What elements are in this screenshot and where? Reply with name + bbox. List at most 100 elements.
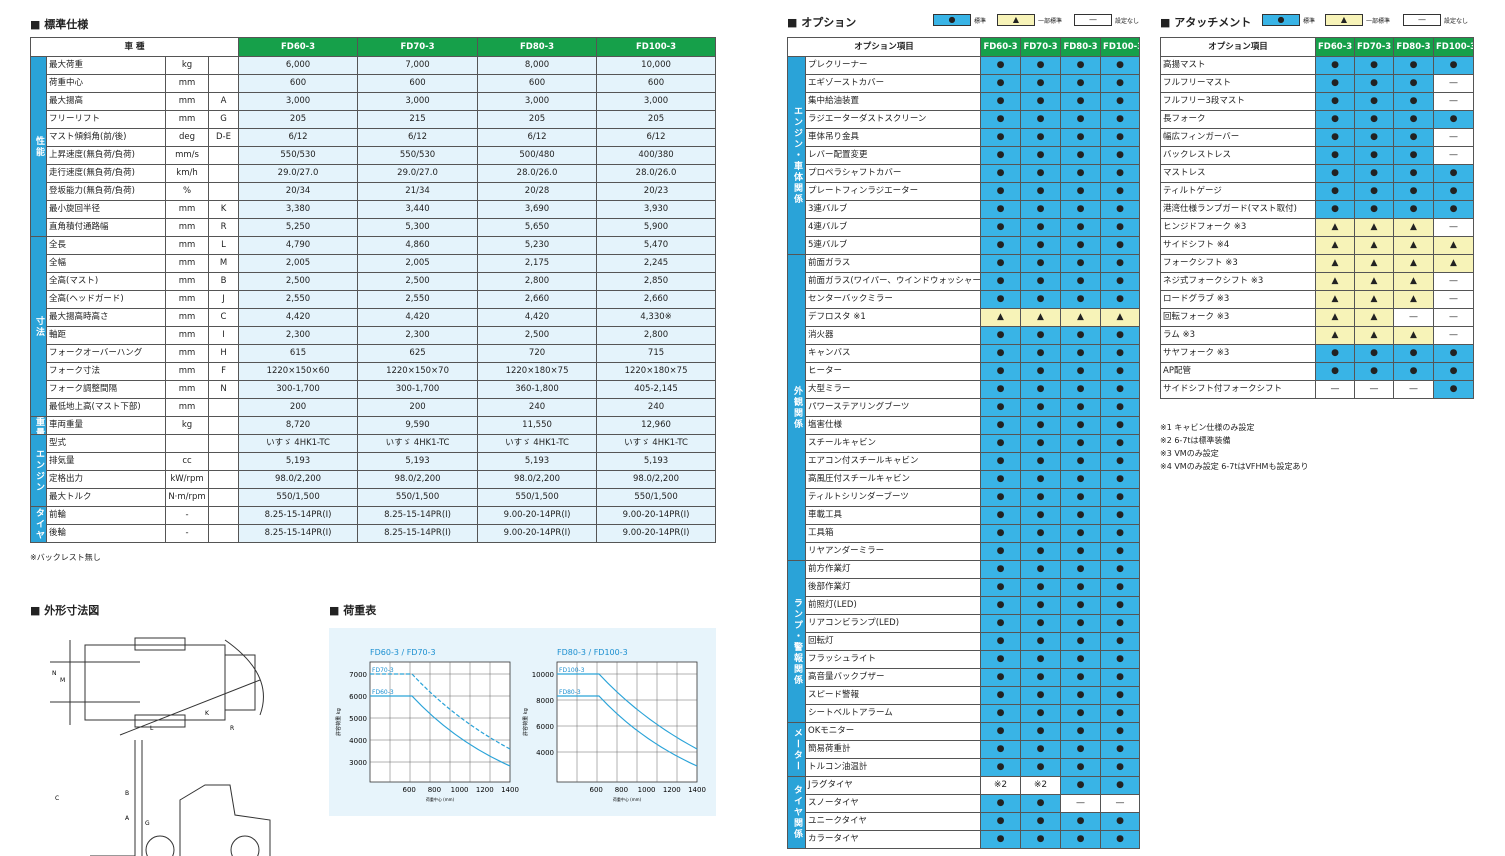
spec-row: 荷重中心 mm 600 600 600 600 [31,74,717,93]
option-mark: ● [1060,254,1102,273]
option-mark: ● [1060,200,1102,219]
option-mark: ● [980,434,1022,453]
option-mark: ● [1100,74,1141,93]
attachment-mark: ● [1315,344,1355,363]
spec-value: 215 [357,110,479,129]
option-mark: ● [980,236,1022,255]
attachment-row: サイドシフト付フォークシフト — — — ● [1160,380,1474,399]
spec-label: F [207,362,240,381]
spec-value: 5,193 [477,452,598,471]
spec-value: 8.25-15-14PR(I) [238,524,359,543]
option-row: 塩害仕様 ● ● ● ● [788,416,1141,435]
attachment-mark: — [1393,380,1434,399]
option-row: メーター OKモニター ● ● ● ● [787,722,1141,777]
x-tick-label: 1400 [501,786,519,794]
option-row: 5連バルブ ● ● ● ● [788,236,1141,255]
load-charts: FD60-3 / FD70-3 7000 6000 5000 4000 3000 600 80… [329,628,716,816]
spec-value: 2,660 [596,290,717,309]
legend-symbol: ● [1262,14,1300,26]
spec-value: 715 [596,344,717,363]
option-mark: ● [1020,200,1062,219]
option-label: ラジエーターダストスクリーン [804,110,982,129]
spec-value: 21/34 [357,182,479,201]
option-mark: ● [980,200,1022,219]
spec-value: 29.0/27.0 [357,164,479,183]
y-tick-label: 4000 [349,737,367,745]
spec-value: 2,175 [477,254,598,273]
spec-label: R [207,218,240,237]
spec-value: 5,193 [596,452,717,471]
spec-label: 直角積付通路幅 [46,218,166,237]
attachment-label: ヒンジドフォーク ※3 [1160,218,1316,237]
spec-label: C [207,308,240,327]
option-label: プレクリーナー [804,56,982,75]
spec-label [207,434,240,453]
spec-label: マスト傾斜角(前/後) [46,128,166,147]
option-row: スノータイヤ ● ● — — [788,794,1141,813]
option-row: レバー配置変更 ● ● ● ● [788,146,1141,165]
x-tick-label: 1000 [638,786,656,794]
option-mark: ● [1020,146,1062,165]
spec-row: 最大トルク N·m/rpm 550/1,500 550/1,500 550/1,500 5… [31,488,717,507]
option-label: 前照灯(LED) [804,596,982,615]
option-mark: ● [1060,596,1102,615]
attachment-mark: ● [1354,74,1394,93]
option-mark: ● [1020,668,1062,687]
spec-label [207,56,240,75]
attachment-mark: ● [1315,110,1355,129]
spec-value: 29.0/27.0 [238,164,359,183]
option-mark: ● [1100,200,1141,219]
option-mark: ● [1020,56,1062,75]
spec-label: フリーリフト [46,110,166,129]
option-label: 5連バルブ [804,236,982,255]
option-mark: ● [980,596,1022,615]
attachment-mark: ▲ [1393,326,1434,345]
option-mark: ● [1060,182,1102,201]
option-mark: ● [1100,524,1141,543]
spec-value: 720 [477,344,598,363]
attachment-mark: ● [1393,200,1434,219]
spec-value: 200 [238,398,359,417]
option-mark: ● [1100,596,1141,615]
model-header: FD80-3 [1393,37,1434,57]
spec-label [207,524,240,543]
header-row: オプション項目 FD60-3 FD70-3 FD80-3 FD100-3 [1160,37,1474,57]
option-mark: ● [980,380,1022,399]
attachment-label: 高揚マスト [1160,56,1316,75]
attachment-row: AP配管 ● ● ● ● [1160,362,1474,381]
note-line: ※1 キャビン仕様のみ設定 [1160,423,1255,432]
option-mark: ● [980,578,1022,597]
attachment-mark: ● [1433,362,1474,381]
legend-symbol: — [1403,14,1441,26]
spec-value: 3,440 [357,200,479,219]
option-mark: ● [1020,560,1062,579]
dimension-letter: R [230,725,234,732]
dimension-letter: N [52,670,57,677]
spec-label: N [207,380,240,399]
option-mark: ● [980,740,1022,759]
attachment-mark: ▲ [1433,254,1474,273]
spec-value: 20/34 [238,182,359,201]
option-row: ヒーター ● ● ● ● [788,362,1141,381]
option-mark: ● [1060,686,1102,705]
option-mark: ● [1100,614,1141,633]
spec-label: 排気量 [46,452,166,471]
attachments-notes: ※1 キャビン仕様のみ設定 ※2 6-7tは標準装備 ※3 VMのみ設定 ※4 VMの… [1160,421,1308,473]
attachment-mark: ● [1433,344,1474,363]
attachment-mark: ● [1354,128,1394,147]
attachment-mark: ● [1393,164,1434,183]
option-mark: ● [1020,686,1062,705]
option-mark: ● [1020,110,1062,129]
option-mark: ● [1020,650,1062,669]
option-mark: ● [1100,578,1141,597]
note-line: ※3 VMのみ設定 [1160,449,1219,458]
table: オプション項目 FD60-3 FD70-3 FD80-3 FD100-3 エンジン・車体関… [786,37,1141,849]
legend-label: 設定なし [1444,17,1469,25]
spec-label [207,452,240,471]
option-label: 4連バルブ [804,218,982,237]
option-mark: ● [980,362,1022,381]
option-label: 塩害仕様 [804,416,982,435]
spec-value: 20/23 [596,182,717,201]
option-mark: ● [1100,740,1141,759]
